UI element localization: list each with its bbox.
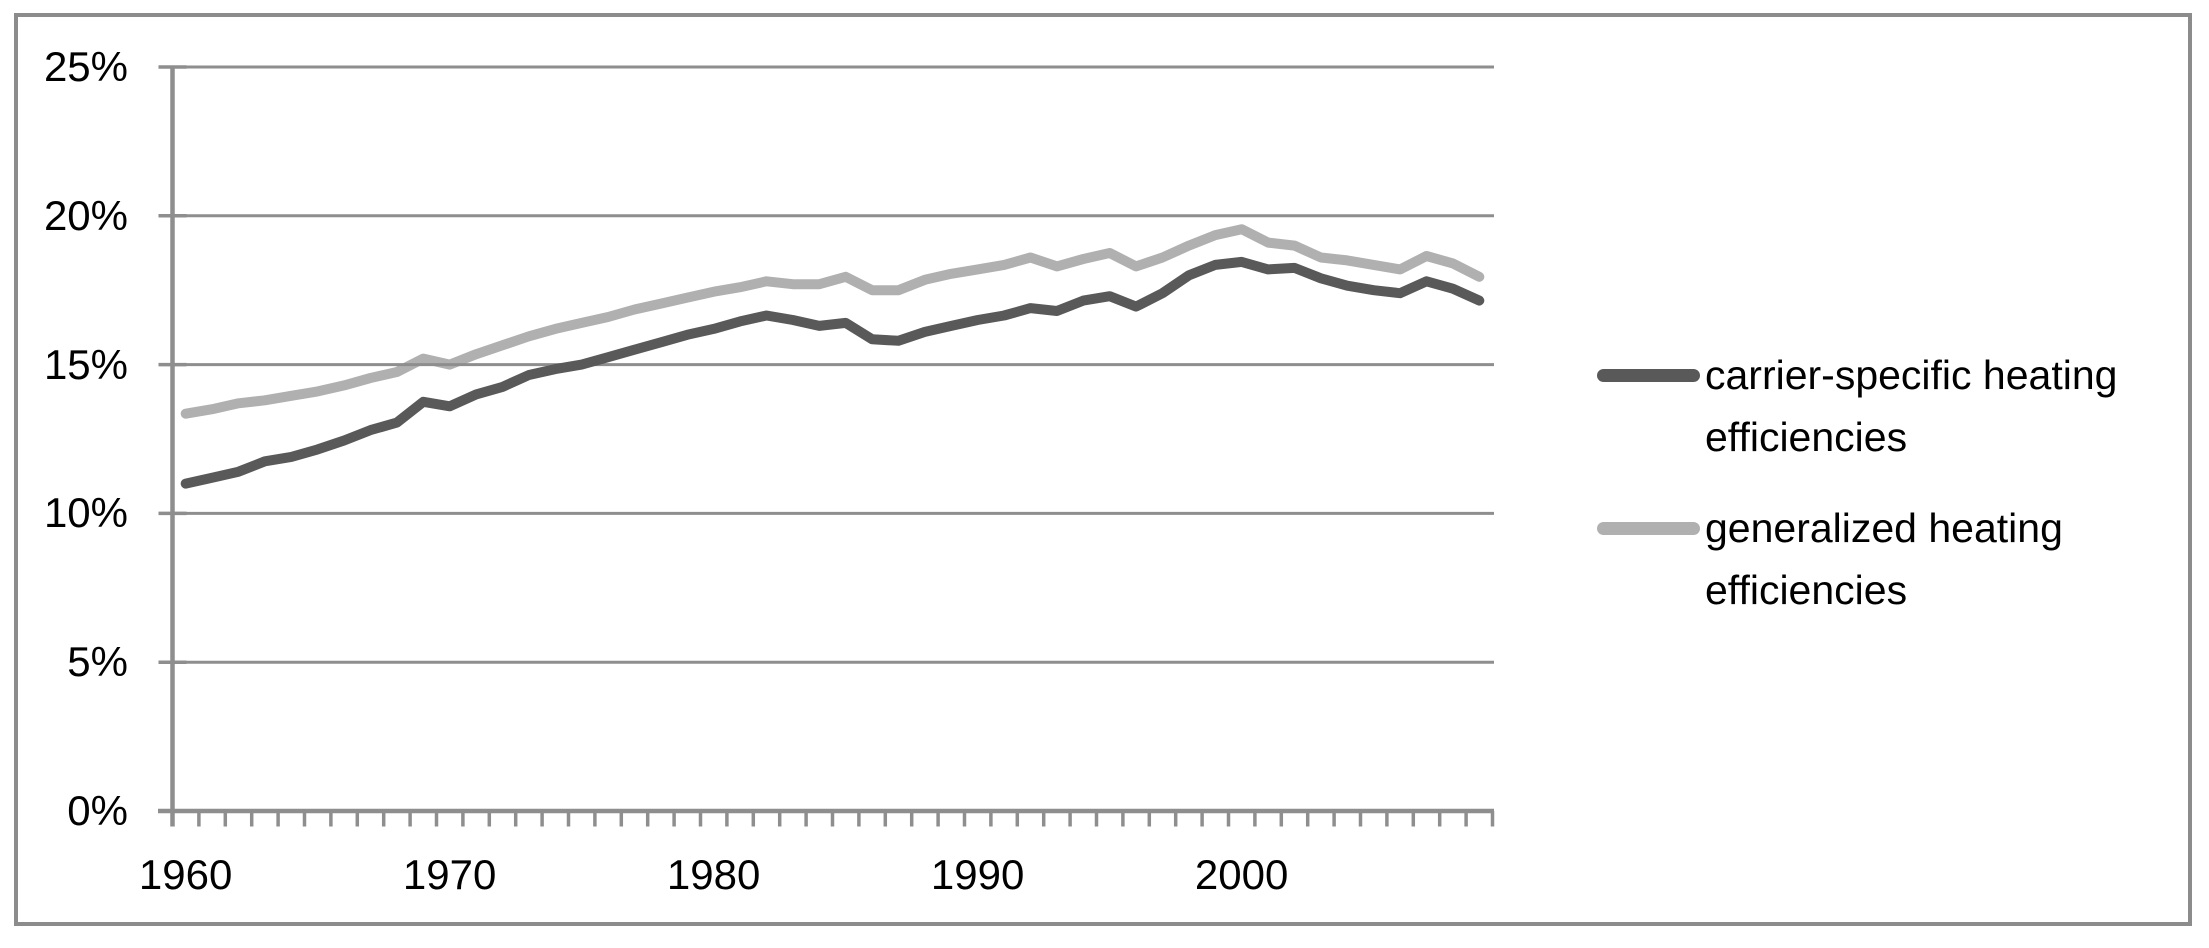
series-line-carrier-specific-heating-efficiencies: [180, 256, 1485, 489]
x-axis-tick-label-1990: 1990: [930, 851, 1025, 898]
y-axis-tick-label-20: 20%: [43, 191, 128, 239]
legend-label-generalized: generalized heating efficiencies: [1705, 505, 2063, 613]
x-axis-tick-label-1960: 1960: [138, 851, 233, 898]
legend-swatch-generalized: [1597, 522, 1700, 535]
chart-border: [14, 13, 2192, 926]
y-axis-tick-label-10: 10%: [43, 489, 128, 537]
y-axis-tick-label-5: 5%: [67, 638, 128, 686]
x-axis-tick-label-1980: 1980: [666, 851, 761, 898]
y-axis-tick-label-0: 0%: [67, 787, 128, 834]
x-axis-tick-label-1970: 1970: [402, 851, 497, 898]
x-axis-tick-label-2000: 2000: [1194, 851, 1289, 898]
y-axis-tick-label-25: 25%: [43, 43, 128, 90]
legend-label-carrier-specific: carrier-specific heating efficiencies: [1705, 352, 2118, 460]
y-axis-tick-label-15: 15%: [43, 340, 128, 388]
series-line-generalized-heating-efficiencies: [180, 224, 1485, 419]
legend-swatch-carrier-specific: [1597, 369, 1700, 382]
